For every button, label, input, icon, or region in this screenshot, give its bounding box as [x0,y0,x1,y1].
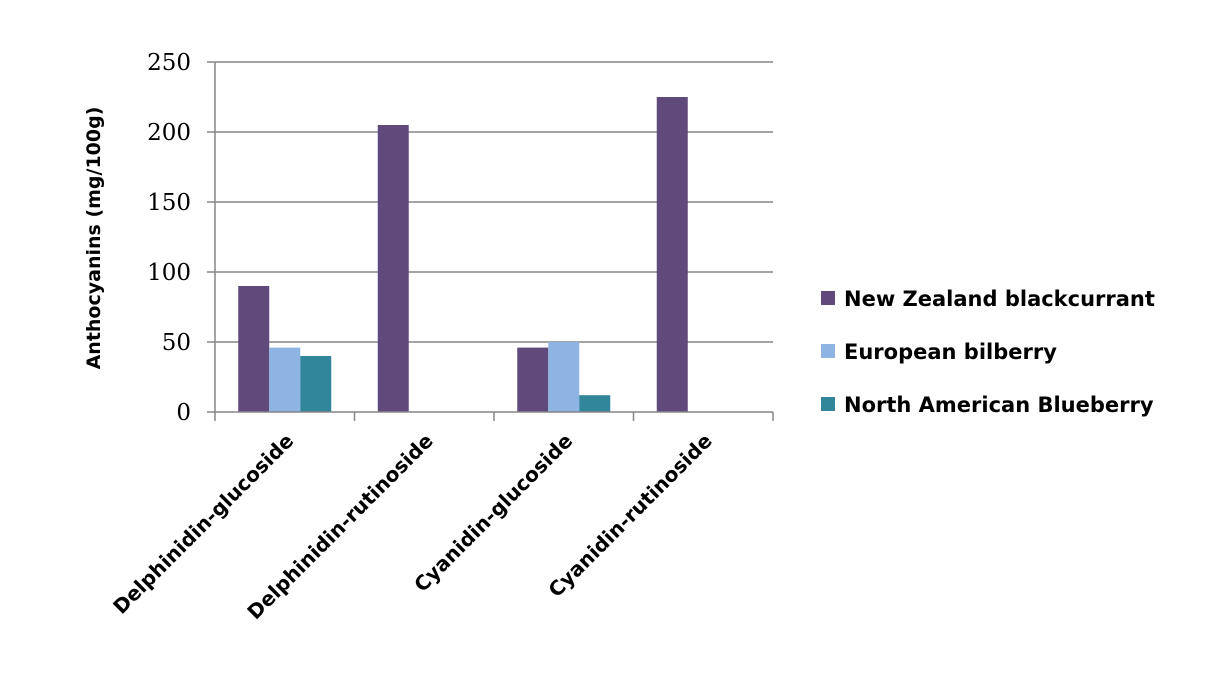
bar-north-american-blueberry-cyanidin-glucoside [579,395,611,412]
legend-label-european-bilberry: European bilberry [844,340,1057,364]
bar-new-zealand-blackcurrant-cyanidin-rutinoside [656,97,688,412]
y-tick-labels: 0 50 100 150 200 250 [147,50,191,426]
bar-european-bilberry-cyanidin-glucoside [548,342,580,412]
legend-swatch-new-zealand-blackcurrant [821,291,835,305]
legend-label-north-american-blueberry: North American Blueberry [844,393,1154,417]
y-tick-label: 150 [147,190,191,216]
legend-swatch-north-american-blueberry [821,397,835,411]
y-axis-label: Anthocyanins (mg/100g) [83,107,105,370]
legend-label-new-zealand-blackcurrant: New Zealand blackcurrant [844,287,1155,311]
bar-new-zealand-blackcurrant-delphinidin-glucoside [238,286,270,412]
y-tick-label: 200 [147,120,191,146]
y-tick-label: 50 [162,330,191,356]
x-tick-labels: Delphinidin-glucosideDelphinidin-rutinos… [108,429,717,624]
y-tick-label: 100 [147,260,191,286]
axes [214,62,774,421]
legend: New Zealand blackcurrant European bilberr… [821,287,1155,417]
bars [238,97,688,412]
y-tick-label: 0 [176,400,191,426]
bar-european-bilberry-delphinidin-glucoside [269,347,301,412]
bar-new-zealand-blackcurrant-cyanidin-glucoside [517,347,549,412]
legend-swatch-european-bilberry [821,344,835,358]
x-tick-label: Cyanidin-rutinoside [543,429,716,602]
bar-north-american-blueberry-delphinidin-glucoside [300,356,332,412]
x-tick-label: Cyanidin-glucoside [409,429,577,597]
y-tick-label: 250 [147,50,191,76]
bar-new-zealand-blackcurrant-delphinidin-rutinoside [377,125,409,412]
